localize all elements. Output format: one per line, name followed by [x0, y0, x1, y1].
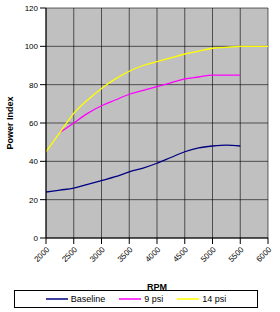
svg-text:Power Index: Power Index	[8, 96, 15, 149]
html-text:9 psi: 9 psi	[144, 294, 164, 304]
svg-text:80: 80	[29, 81, 38, 90]
svg-text:5500: 5500	[227, 245, 246, 264]
svg-text:2000: 2000	[32, 245, 51, 264]
svg-text:60: 60	[29, 119, 38, 128]
svg-text:4500: 4500	[171, 245, 190, 264]
svg-text:4000: 4000	[143, 245, 162, 264]
svg-text:RPM: RPM	[147, 282, 167, 292]
svg-text:20: 20	[29, 196, 38, 205]
svg-text:3500: 3500	[116, 245, 135, 264]
svg-text:120: 120	[25, 4, 39, 13]
svg-text:40: 40	[29, 157, 38, 166]
svg-text:5000: 5000	[199, 245, 218, 264]
svg-text:2500: 2500	[60, 245, 79, 264]
svg-text:100: 100	[25, 42, 39, 51]
svg-text:3000: 3000	[88, 245, 107, 264]
html-text:14 psi: 14 psi	[202, 294, 227, 304]
html-text:Baseline: Baseline	[70, 294, 106, 304]
svg-text:0: 0	[34, 234, 39, 243]
svg-text:6000: 6000	[254, 245, 272, 264]
